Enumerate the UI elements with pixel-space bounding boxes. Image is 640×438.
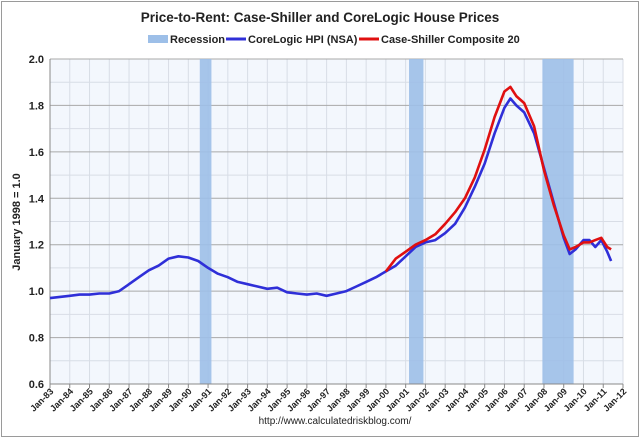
y-axis-label: January 1998 = 1.0	[11, 173, 23, 271]
recession-bar	[199, 59, 212, 384]
legend-label: Recession	[170, 34, 225, 46]
recession-bar	[409, 59, 424, 384]
chart-title: Price-to-Rent: Case-Shiller and CoreLogi…	[141, 10, 500, 25]
y-tick-label: 1.4	[29, 193, 45, 205]
y-tick-label: 1.6	[29, 147, 44, 159]
source-url: http://www.calculatedriskblog.com/	[259, 416, 412, 427]
legend: Recession CoreLogic HPI (NSA) Case-Shiller…	[148, 34, 520, 46]
y-tick-label: 0.6	[29, 379, 44, 391]
y-tick-label: 0.8	[29, 333, 44, 345]
y-tick-label: 1.8	[29, 100, 44, 112]
plot-area: 0.60.81.01.21.41.61.82.0Jan-83Jan-84Jan-…	[28, 54, 628, 414]
y-tick-label: 1.2	[29, 240, 44, 252]
legend-label: Case-Shiller Composite 20	[381, 34, 520, 46]
y-tick-label: 2.0	[29, 54, 44, 66]
y-tick-label: 1.0	[29, 286, 44, 298]
legend-swatch-recession	[148, 35, 168, 43]
series-line-case-shiller-composite-20	[384, 85, 612, 273]
legend-label: CoreLogic HPI (NSA)	[248, 34, 358, 46]
